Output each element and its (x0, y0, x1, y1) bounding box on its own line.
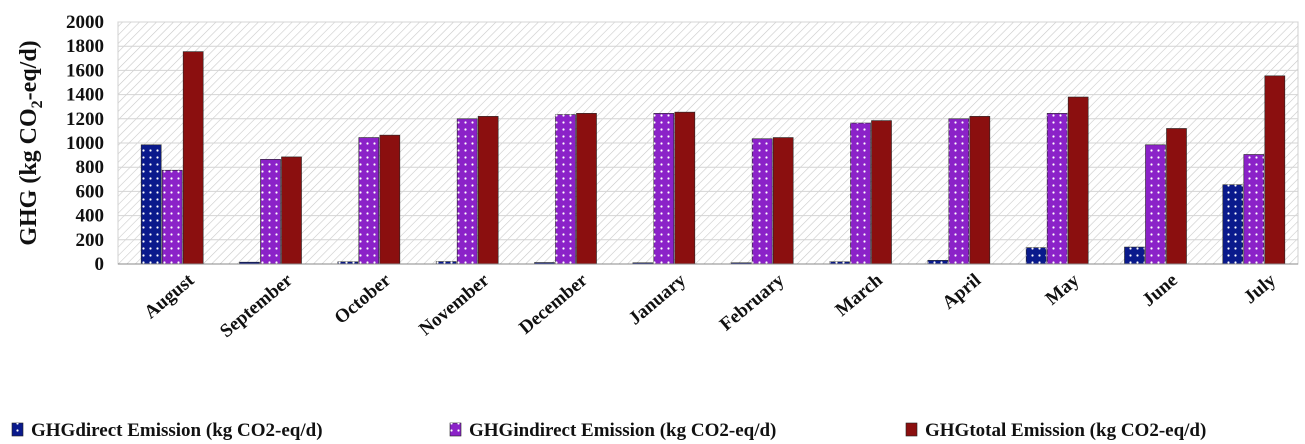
bar-pattern (1145, 144, 1166, 264)
bar-pattern (260, 159, 281, 264)
legend-label: GHGdirect Emission (kg CO2-eq/d) (31, 420, 323, 441)
bar-pattern (555, 114, 576, 264)
bar-ghgtotal-june (1166, 128, 1187, 265)
bar-pattern (1222, 184, 1243, 264)
bar-ghgtotal-july (1264, 75, 1286, 265)
legend-label: GHGindirect Emission (kg CO2-eq/d) (469, 420, 776, 441)
x-tick-label: December (515, 269, 592, 338)
bar-pattern (457, 118, 478, 264)
bar-pattern (1243, 154, 1264, 264)
bar-ghgtotal-november (477, 116, 499, 265)
y-tick-label: 400 (76, 206, 105, 227)
bar-pattern (829, 261, 850, 264)
y-tick-label: 1200 (66, 109, 104, 130)
bar-pattern (162, 170, 183, 264)
x-tick-label: April (938, 270, 985, 314)
bar-pattern (927, 260, 948, 264)
bar-pattern (1047, 113, 1068, 264)
bar-pattern (1026, 247, 1047, 264)
bar-ghgtotal-january (674, 111, 696, 265)
y-tick-label: 200 (76, 230, 105, 251)
x-tick-label: January (625, 269, 691, 329)
y-axis-title: GHG (kg CO2-eq/d) (16, 40, 46, 245)
legend: GHGdirect Emission (kg CO2-eq/d) GHGindir… (11, 420, 1206, 441)
y-tick-label: 1600 (66, 60, 104, 81)
y-tick-label: 1400 (66, 85, 104, 106)
y-axis-title-subscript: 2 (29, 100, 46, 108)
bar-pattern (948, 118, 969, 264)
x-tick-label: March (831, 269, 887, 320)
x-tick-label: October (331, 269, 396, 328)
bar-pattern (436, 261, 457, 264)
bar-pattern (653, 113, 674, 264)
y-tick-label: 2000 (66, 12, 104, 33)
bar-pattern (850, 123, 871, 264)
bars (140, 51, 1286, 265)
y-axis-title-suffix: -eq/d) (16, 40, 42, 100)
x-tick-label: August (140, 269, 199, 323)
y-tick-label: 800 (76, 157, 105, 178)
x-tick-label: July (1240, 269, 1281, 308)
bar-ghgtotal-april (969, 116, 991, 265)
bar-ghgtotal-may (1067, 96, 1089, 265)
y-tick-label: 0 (95, 254, 105, 275)
bar-ghgtotal-august (182, 51, 204, 265)
bar-pattern (337, 261, 358, 264)
bar-ghgtotal-october (379, 134, 401, 265)
legend-label: GHGtotal Emission (kg CO2-eq/d) (925, 420, 1206, 441)
x-axis: August September October November December Ja… (140, 269, 1280, 342)
x-tick-label: May (1042, 269, 1084, 309)
x-tick-label: February (716, 269, 789, 335)
bar-ghgtotal-december (576, 113, 597, 265)
y-tick-label: 1800 (66, 36, 104, 57)
bar-pattern (358, 137, 379, 264)
legend-swatch-pattern (12, 423, 23, 436)
x-tick-label: September (216, 269, 297, 342)
y-axis-title-prefix: GHG (kg CO (16, 108, 42, 245)
legend-swatch-pattern (450, 423, 461, 436)
x-tick-label: June (1138, 270, 1181, 311)
bar-ghgtotal-february (772, 137, 794, 265)
bar-pattern (141, 144, 162, 264)
legend-swatch (905, 422, 918, 437)
y-axis: 0 200 400 600 800 1000 1200 1400 1600 1800 2000 (66, 12, 104, 275)
bar-pattern (1124, 247, 1145, 264)
bar-ghgtotal-march (871, 120, 892, 265)
bar-ghgtotal-september (281, 156, 302, 265)
y-tick-label: 1000 (66, 133, 104, 154)
y-tick-label: 600 (76, 181, 105, 202)
bar-pattern (752, 138, 773, 264)
x-tick-label: November (415, 269, 494, 340)
